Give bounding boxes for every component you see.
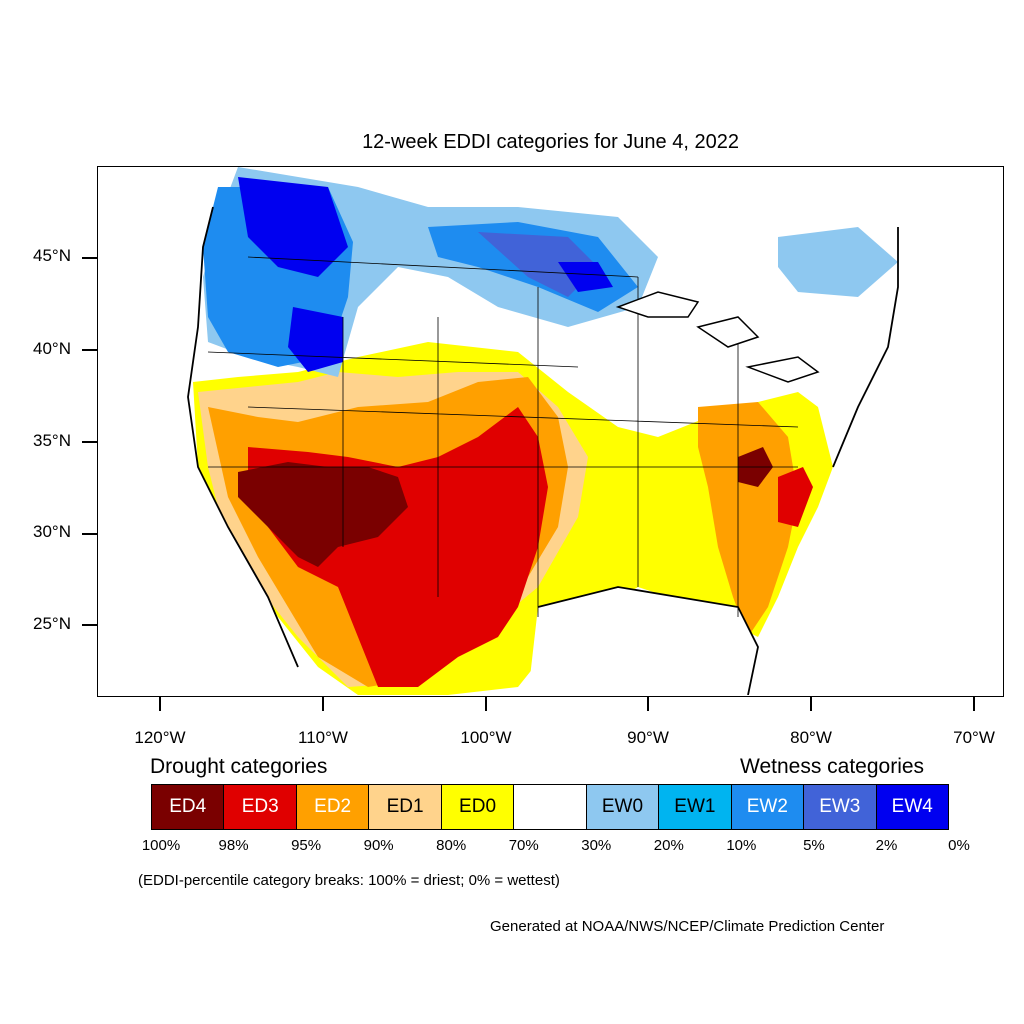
lon-label-100: 100°W	[460, 728, 512, 747]
legend-ew3: EW3	[804, 785, 877, 829]
lat-tick-30	[82, 533, 97, 535]
ew3-region	[478, 232, 598, 297]
percentile-label: 2%	[875, 837, 898, 854]
lat-tick-40	[82, 349, 97, 351]
percentile-label: 30%	[581, 837, 612, 854]
percentile-label: 80%	[436, 837, 467, 854]
lat-label-45: 45°N	[33, 246, 71, 265]
legend-ew1: EW1	[659, 785, 732, 829]
credit-line: Generated at NOAA/NWS/NCEP/Climate Predi…	[490, 918, 885, 935]
wetness-heading: Wetness categories	[740, 755, 925, 778]
pacific-ocean	[98, 167, 308, 695]
ed2-east-region	[698, 402, 798, 637]
percentile-label: 100%	[141, 837, 181, 854]
state-borders	[207, 256, 799, 617]
ed4-region	[238, 462, 408, 567]
lon-label-90: 90°W	[627, 728, 669, 747]
drought-heading: Drought categories	[150, 755, 328, 778]
lat-tick-45	[82, 257, 97, 259]
lat-tick-25	[82, 624, 97, 626]
lon-tick-90	[647, 697, 649, 711]
lat-label-25: 25°N	[33, 614, 71, 633]
percentile-label: 90%	[363, 837, 394, 854]
legend-ew4: EW4	[876, 785, 948, 829]
coastline	[187, 206, 899, 695]
lon-tick-80	[810, 697, 812, 711]
legend-ed0: ED0	[441, 785, 515, 829]
percentile-label: 70%	[508, 837, 539, 854]
ew4-region	[238, 177, 348, 277]
percentile-label: 98%	[218, 837, 249, 854]
category-note: (EDDI-percentile category breaks: 100% =…	[138, 872, 560, 889]
ew4-minnesota-region	[558, 262, 613, 292]
lon-label-120: 120°W	[134, 728, 186, 747]
legend-ew2: EW2	[731, 785, 805, 829]
legend-ed2: ED2	[296, 785, 370, 829]
ed3-carolina-region	[778, 467, 813, 527]
eddi-map-canvas	[98, 167, 1002, 695]
percentile-label: 95%	[291, 837, 322, 854]
percentile-label: 10%	[726, 837, 757, 854]
ew0-northeast-region	[778, 227, 898, 297]
lat-label-35: 35°N	[33, 431, 71, 450]
lat-label-30: 30°N	[33, 522, 71, 541]
legend-ed4: ED4	[152, 785, 225, 829]
legend-ed1: ED1	[369, 785, 442, 829]
lon-label-80: 80°W	[790, 728, 832, 747]
percentile-label: 0%	[948, 837, 970, 854]
category-legend: ED4 ED3 ED2 ED1 ED0 EW0 EW1 EW2 EW3 EW4	[151, 784, 949, 830]
legend-ed3: ED3	[224, 785, 297, 829]
lon-tick-70	[973, 697, 975, 711]
legend-ew0: EW0	[586, 785, 660, 829]
lon-tick-120	[159, 697, 161, 711]
percentile-label: 5%	[803, 837, 825, 854]
lon-tick-100	[485, 697, 487, 711]
great-lakes	[615, 291, 820, 383]
eddi-map	[97, 166, 1004, 697]
gulf-of-mexico	[528, 587, 758, 695]
lon-label-110: 110°W	[298, 728, 348, 747]
lat-label-40: 40°N	[33, 339, 71, 358]
percentile-label: 20%	[653, 837, 684, 854]
atlantic-ocean	[748, 167, 1002, 695]
map-title: 12-week EDDI categories for June 4, 2022	[362, 131, 739, 153]
lat-tick-35	[82, 441, 97, 443]
lon-label-70: 70°W	[953, 728, 995, 747]
lon-tick-110	[322, 697, 324, 711]
legend-neutral	[514, 785, 587, 829]
